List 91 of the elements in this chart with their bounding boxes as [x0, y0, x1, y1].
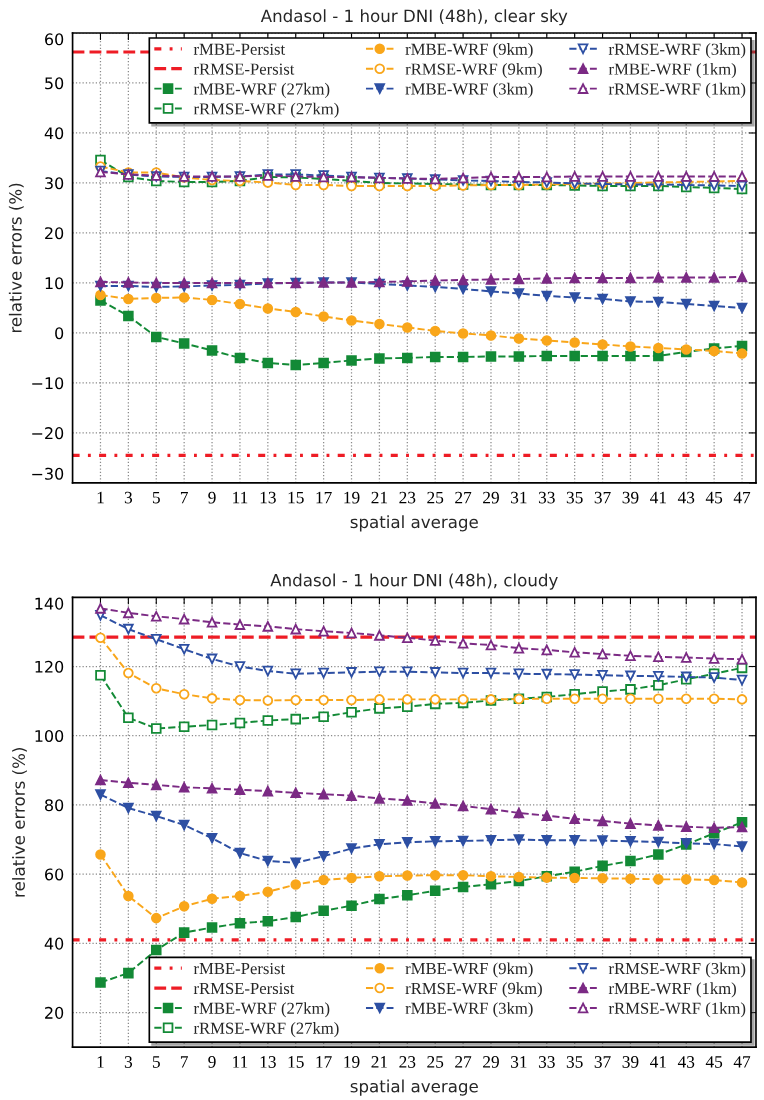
y-tick-label: 60	[45, 868, 64, 881]
legend-label: rMBE-WRF (9km)	[405, 43, 533, 59]
y-tick-label: 50	[45, 77, 64, 90]
y-tick-label: 10	[45, 277, 64, 290]
x-tick-label: 37	[594, 491, 611, 504]
legend-label: rRMSE-Persist	[193, 63, 295, 75]
y-tick-label: −20	[32, 427, 64, 440]
legend-label: rRMSE-Persist	[193, 982, 295, 995]
legend-label: rRMSE-WRF (1km)	[608, 1002, 746, 1018]
y-axis-title: relative errors (%)	[12, 748, 27, 897]
y-tick-label: 140	[35, 597, 64, 610]
y-tick-label: −30	[32, 467, 64, 480]
x-tick-label: 33	[538, 491, 555, 504]
x-tick-label: 43	[677, 1056, 695, 1068]
legend-label: rMBE-WRF (27km)	[193, 1002, 330, 1018]
x-tick-label: 29	[483, 491, 499, 504]
x-axis-title: spatial average	[350, 515, 478, 532]
x-tick-label: 9	[208, 491, 216, 504]
x-tick-label: 41	[650, 491, 666, 504]
x-tick-label: 1	[97, 491, 104, 504]
legend-label: rMBE-WRF (9km)	[405, 962, 533, 978]
x-tick-label: 19	[344, 1056, 360, 1068]
legend-label: rRMSE-WRF (9km)	[405, 62, 542, 79]
y-tick-label: 60	[45, 33, 64, 46]
legend-label: rRMSE-WRF (1km)	[608, 82, 746, 98]
x-tick-label: 29	[483, 1056, 499, 1068]
y-axis-title: relative errors (%)	[8, 183, 24, 333]
x-axis-title: spatial average	[350, 1079, 478, 1096]
x-tick-label: 7	[180, 1056, 188, 1068]
y-tick-label: 80	[45, 799, 64, 812]
x-tick-label: 21	[371, 1056, 388, 1068]
legend-label: rMBE-WRF (1km)	[608, 62, 736, 79]
x-tick-label: 45	[705, 1056, 723, 1068]
x-tick-label: 17	[316, 1056, 332, 1068]
x-tick-label: 17	[316, 491, 332, 504]
legend-label: rMBE-Persist	[193, 962, 286, 975]
y-tick-label: 0	[55, 327, 64, 340]
legend-label: rMBE-WRF (3km)	[405, 1002, 533, 1018]
x-tick-label: 35	[566, 1056, 583, 1068]
legend-label: rRMSE-WRF (27km)	[193, 102, 339, 118]
x-tick-label: 45	[705, 491, 723, 504]
legend-label: rRMSE-WRF (9km)	[405, 982, 542, 998]
x-tick-label: 41	[650, 1056, 666, 1068]
x-tick-label: 47	[733, 491, 751, 504]
x-tick-label: 47	[733, 1056, 751, 1068]
y-tick-label: 20	[45, 1006, 64, 1019]
y-tick-label: 100	[35, 729, 64, 743]
x-tick-label: 1	[97, 1056, 104, 1068]
x-tick-label: 25	[427, 1056, 444, 1068]
x-tick-label: 19	[344, 491, 360, 504]
x-tick-label: 39	[622, 491, 639, 504]
chart-title: Andasol - 1 hour DNI (48h), clear sky	[260, 9, 568, 26]
chart-title: Andasol - 1 hour DNI (48h), cloudy	[270, 573, 558, 590]
legend-label: rMBE-WRF (1km)	[608, 982, 736, 998]
legend-label: rRMSE-WRF (3km)	[608, 43, 746, 59]
legend-label: rMBE-Persist	[193, 43, 286, 55]
y-tick-label: 120	[35, 660, 64, 673]
x-tick-label: 11	[233, 1056, 248, 1068]
x-tick-label: 27	[455, 491, 472, 504]
y-tick-label: 40	[44, 127, 64, 140]
x-tick-label: 21	[371, 491, 388, 504]
legend-label: rRMSE-WRF (3km)	[608, 962, 746, 978]
y-tick-label: 20	[45, 227, 64, 240]
x-tick-label: 15	[288, 1056, 304, 1068]
x-tick-label: 27	[455, 1056, 472, 1068]
y-tick-label: −10	[32, 377, 64, 390]
x-tick-label: 33	[538, 1056, 555, 1068]
x-tick-label: 13	[260, 1056, 276, 1068]
x-tick-label: 3	[124, 491, 133, 504]
x-tick-label: 23	[399, 491, 416, 504]
x-tick-label: 39	[622, 1056, 639, 1068]
legend-label: rRMSE-WRF (27km)	[193, 1022, 339, 1038]
x-tick-label: 5	[152, 1056, 160, 1068]
x-tick-label: 43	[677, 491, 695, 504]
x-tick-label: 37	[594, 1056, 611, 1068]
y-tick-label: 40	[44, 937, 64, 950]
x-tick-label: 11	[233, 491, 248, 504]
x-tick-label: 25	[427, 491, 444, 504]
x-tick-label: 7	[180, 491, 188, 504]
x-tick-label: 13	[260, 491, 276, 504]
x-tick-label: 31	[511, 1056, 527, 1068]
x-tick-label: 15	[288, 491, 304, 504]
x-tick-label: 9	[208, 1056, 216, 1068]
x-tick-label: 23	[399, 1056, 416, 1068]
y-tick-label: 30	[45, 177, 64, 190]
x-tick-label: 35	[566, 491, 583, 504]
x-tick-label: 3	[124, 1056, 133, 1068]
legend-label: rMBE-WRF (27km)	[193, 82, 330, 98]
x-tick-label: 31	[511, 491, 527, 504]
x-tick-label: 5	[152, 491, 160, 504]
legend-label: rMBE-WRF (3km)	[405, 82, 533, 98]
